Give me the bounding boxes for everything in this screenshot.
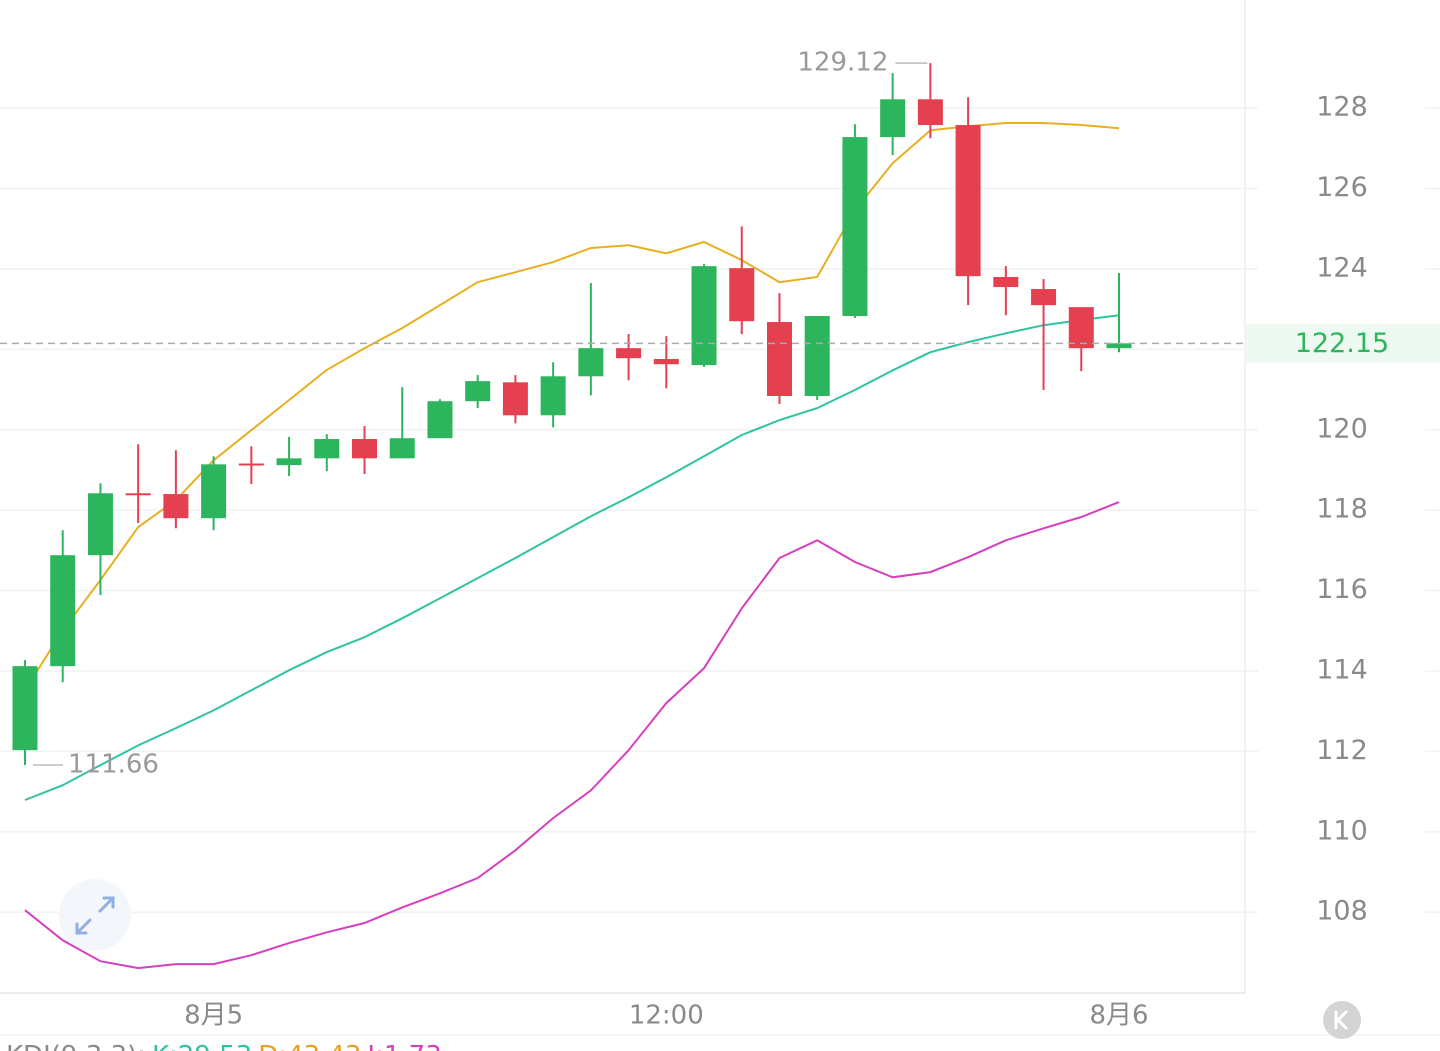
x-tick-label: 8月6	[1089, 1001, 1148, 1031]
y-tick-label: 108	[1316, 896, 1368, 927]
y-tick-label: 128	[1316, 92, 1368, 123]
kline-bg[interactable]	[1323, 1001, 1361, 1039]
candle-body	[766, 322, 792, 396]
candle-body	[880, 99, 906, 138]
candle-body	[1068, 307, 1094, 349]
x-tick-label: 12:00	[629, 1001, 704, 1031]
candle-body	[163, 494, 189, 519]
indicator-line	[24, 314, 1120, 801]
indicator-line	[24, 122, 1120, 691]
candle-body	[389, 438, 415, 459]
candle-body	[314, 439, 340, 459]
candle-body	[578, 348, 604, 377]
y-tick-label: 118	[1316, 494, 1368, 525]
y-tick-label: 120	[1316, 413, 1368, 444]
last-price-box	[1245, 324, 1440, 363]
last-price-label: 122.15	[1295, 328, 1389, 359]
kdj-j: J:1.73	[365, 1041, 441, 1051]
y-tick-label: 110	[1316, 815, 1368, 846]
high-marker-label: 129.12	[797, 48, 888, 78]
candle-body	[1031, 289, 1057, 306]
y-tick-label: 116	[1316, 574, 1368, 605]
candle-body	[238, 463, 264, 466]
kdj-row: KDJ(9,3,3): K:29.53 D:43.43 J:1.73	[6, 1041, 442, 1051]
kline-button[interactable]	[1323, 1001, 1361, 1039]
kdj-d: D:43.43	[258, 1041, 361, 1051]
candle-body	[955, 125, 981, 277]
candle-body	[691, 266, 717, 366]
kline-icon[interactable]	[1334, 1009, 1349, 1031]
expand-button[interactable]	[59, 879, 131, 951]
y-tick-label: 126	[1316, 172, 1368, 203]
candle-body	[993, 276, 1019, 288]
y-tick-label: 114	[1316, 654, 1368, 685]
expand-bg[interactable]	[59, 879, 131, 951]
candle-body	[276, 458, 302, 466]
candle-body	[1106, 343, 1132, 349]
candle-body	[502, 382, 528, 416]
candle-body	[842, 137, 868, 316]
candle-body	[653, 359, 679, 365]
kdj-label: KDJ(9,3,3):	[6, 1041, 146, 1051]
candle-body	[465, 381, 491, 402]
candle-body	[804, 315, 830, 396]
kdj-k: K:29.53	[152, 1041, 252, 1051]
indicator-line	[24, 501, 1120, 970]
y-tick-label: 124	[1316, 252, 1368, 283]
candle-body	[201, 464, 227, 519]
candle-body	[917, 99, 943, 126]
candle-body	[12, 666, 38, 751]
candle-body	[125, 493, 151, 496]
candle-body	[540, 376, 566, 416]
candle-body	[50, 555, 76, 667]
candle-body	[427, 401, 453, 439]
x-tick-label: 8月5	[184, 1001, 243, 1031]
candle-body	[729, 268, 755, 322]
expand-icon[interactable]	[75, 896, 115, 935]
low-marker-label: 111.66	[68, 750, 159, 780]
candle-body	[352, 439, 378, 459]
y-tick-label: 112	[1316, 735, 1368, 766]
candle-body	[87, 493, 113, 556]
candle-body	[616, 348, 642, 359]
